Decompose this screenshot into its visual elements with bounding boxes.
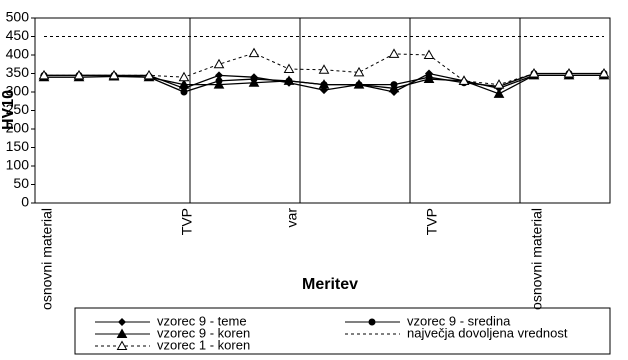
legend-label: vzorec 9 - sredina (407, 313, 511, 328)
legend-label: vzorec 1 - koren (157, 337, 250, 352)
y-tick-label: 500 (6, 9, 30, 25)
x-axis-label: Meritev (302, 276, 358, 293)
x-tick-label: var (284, 208, 300, 228)
data-point (213, 58, 225, 69)
data-point (318, 79, 330, 89)
legend-marker (116, 340, 128, 350)
y-tick-label: 0 (21, 194, 29, 210)
data-point (528, 67, 540, 78)
y-tick-label: 200 (6, 120, 30, 136)
data-point (318, 64, 330, 74)
y-tick-label: 100 (6, 157, 30, 173)
x-tick-label: TVP (424, 208, 440, 235)
y-tick-label: 150 (6, 138, 30, 154)
x-tick-label: osnovni material (529, 208, 545, 310)
data-point (458, 75, 470, 85)
data-point (108, 69, 120, 80)
x-tick-label: TVP (179, 208, 195, 235)
y-tick-label: 350 (6, 64, 30, 80)
data-point (388, 48, 400, 58)
x-tick-label: osnovni material (39, 208, 55, 310)
data-point (178, 71, 190, 82)
data-point (388, 82, 400, 93)
data-point (143, 69, 155, 80)
data-point (283, 75, 295, 85)
data-point (353, 79, 365, 89)
data-point (563, 67, 575, 78)
plot-frame (34, 17, 611, 204)
data-point (213, 79, 225, 89)
data-point (248, 77, 260, 87)
data-point (493, 79, 505, 89)
data-point (180, 88, 188, 96)
data-point (73, 69, 85, 80)
data-point (248, 47, 260, 58)
y-axis-label: HV10 (0, 90, 17, 130)
legend-label: vzorec 9 - koren (157, 325, 250, 340)
data-point (353, 66, 365, 77)
y-tick-label: 400 (6, 46, 30, 62)
data-point (215, 71, 223, 80)
y-tick-label: 50 (13, 175, 29, 191)
data-point (423, 73, 435, 84)
legend-label: vzorec 9 - teme (157, 313, 247, 328)
y-tick-label: 250 (6, 101, 30, 117)
data-point (493, 88, 505, 98)
legend-box (74, 307, 611, 355)
data-point (283, 63, 295, 74)
series-line (44, 52, 604, 86)
data-point (423, 49, 435, 59)
data-point (178, 79, 190, 89)
data-point (38, 69, 50, 80)
y-tick-label: 450 (6, 27, 30, 43)
data-point (598, 67, 610, 78)
legend-label: največja dovoljena vrednost (407, 325, 568, 340)
legend-marker (116, 328, 128, 338)
legend-marker (368, 318, 376, 326)
legend-marker (118, 318, 126, 326)
y-tick-label: 300 (6, 83, 30, 99)
